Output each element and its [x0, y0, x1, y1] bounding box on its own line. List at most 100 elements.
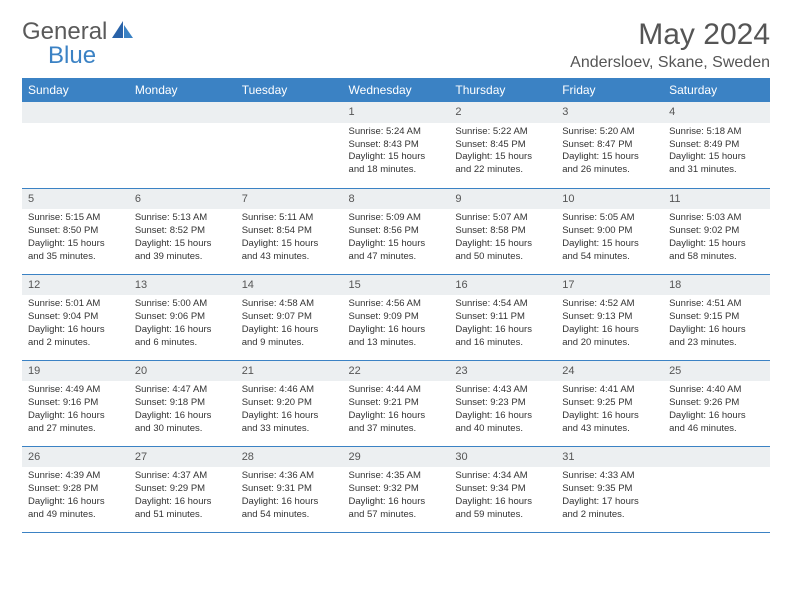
calendar-row: 1Sunrise: 5:24 AMSunset: 8:43 PMDaylight…: [22, 102, 770, 188]
day-number: 19: [22, 361, 129, 382]
sunset-line: Sunset: 9:34 PM: [455, 483, 550, 496]
day-body: Sunrise: 4:58 AMSunset: 9:07 PMDaylight:…: [236, 295, 343, 354]
day-body: Sunrise: 4:56 AMSunset: 9:09 PMDaylight:…: [343, 295, 450, 354]
sunset-line: Sunset: 9:09 PM: [349, 311, 444, 324]
daylight-line: Daylight: 16 hours and 46 minutes.: [669, 410, 764, 436]
sunset-line: Sunset: 8:52 PM: [135, 225, 230, 238]
sunset-line: Sunset: 9:29 PM: [135, 483, 230, 496]
day-number: 11: [663, 189, 770, 210]
daylight-line: Daylight: 16 hours and 13 minutes.: [349, 324, 444, 350]
day-number: 23: [449, 361, 556, 382]
sunrise-line: Sunrise: 4:58 AM: [242, 298, 337, 311]
day-number: 21: [236, 361, 343, 382]
sunrise-line: Sunrise: 5:01 AM: [28, 298, 123, 311]
day-body: Sunrise: 4:54 AMSunset: 9:11 PMDaylight:…: [449, 295, 556, 354]
day-body: Sunrise: 5:09 AMSunset: 8:56 PMDaylight:…: [343, 209, 450, 268]
day-number-empty: [236, 102, 343, 123]
day-number: 31: [556, 447, 663, 468]
day-number: 27: [129, 447, 236, 468]
header-right: May 2024 Andersloev, Skane, Sweden: [570, 18, 770, 72]
day-body: Sunrise: 4:33 AMSunset: 9:35 PMDaylight:…: [556, 467, 663, 526]
day-body: Sunrise: 5:01 AMSunset: 9:04 PMDaylight:…: [22, 295, 129, 354]
day-number: 1: [343, 102, 450, 123]
sunset-line: Sunset: 8:47 PM: [562, 139, 657, 152]
day-body: Sunrise: 4:37 AMSunset: 9:29 PMDaylight:…: [129, 467, 236, 526]
calendar-cell: [129, 102, 236, 188]
day-number: 20: [129, 361, 236, 382]
weekday-header: Monday: [129, 78, 236, 102]
sunset-line: Sunset: 9:04 PM: [28, 311, 123, 324]
day-number: 3: [556, 102, 663, 123]
sunrise-line: Sunrise: 4:43 AM: [455, 384, 550, 397]
sunrise-line: Sunrise: 4:33 AM: [562, 470, 657, 483]
day-number: 24: [556, 361, 663, 382]
sunset-line: Sunset: 9:13 PM: [562, 311, 657, 324]
daylight-line: Daylight: 16 hours and 30 minutes.: [135, 410, 230, 436]
calendar-cell: 6Sunrise: 5:13 AMSunset: 8:52 PMDaylight…: [129, 188, 236, 274]
calendar-table: SundayMondayTuesdayWednesdayThursdayFrid…: [22, 78, 770, 533]
calendar-cell: 25Sunrise: 4:40 AMSunset: 9:26 PMDayligh…: [663, 360, 770, 446]
day-number: 2: [449, 102, 556, 123]
daylight-line: Daylight: 15 hours and 26 minutes.: [562, 151, 657, 177]
day-number: 6: [129, 189, 236, 210]
calendar-cell: 13Sunrise: 5:00 AMSunset: 9:06 PMDayligh…: [129, 274, 236, 360]
day-body: Sunrise: 4:40 AMSunset: 9:26 PMDaylight:…: [663, 381, 770, 440]
calendar-body: 1Sunrise: 5:24 AMSunset: 8:43 PMDaylight…: [22, 102, 770, 532]
sunset-line: Sunset: 8:58 PM: [455, 225, 550, 238]
calendar-cell: 30Sunrise: 4:34 AMSunset: 9:34 PMDayligh…: [449, 446, 556, 532]
daylight-line: Daylight: 15 hours and 58 minutes.: [669, 238, 764, 264]
day-body: Sunrise: 4:41 AMSunset: 9:25 PMDaylight:…: [556, 381, 663, 440]
sunrise-line: Sunrise: 5:05 AM: [562, 212, 657, 225]
daylight-line: Daylight: 15 hours and 35 minutes.: [28, 238, 123, 264]
sunset-line: Sunset: 9:32 PM: [349, 483, 444, 496]
weekday-row: SundayMondayTuesdayWednesdayThursdayFrid…: [22, 78, 770, 102]
daylight-line: Daylight: 15 hours and 54 minutes.: [562, 238, 657, 264]
sunset-line: Sunset: 9:15 PM: [669, 311, 764, 324]
calendar-cell: 28Sunrise: 4:36 AMSunset: 9:31 PMDayligh…: [236, 446, 343, 532]
sunrise-line: Sunrise: 4:54 AM: [455, 298, 550, 311]
logo: General Blue: [22, 18, 134, 70]
month-title: May 2024: [570, 18, 770, 52]
sunset-line: Sunset: 9:26 PM: [669, 397, 764, 410]
sunset-line: Sunset: 9:06 PM: [135, 311, 230, 324]
day-number: 22: [343, 361, 450, 382]
daylight-line: Daylight: 16 hours and 49 minutes.: [28, 496, 123, 522]
sunrise-line: Sunrise: 5:22 AM: [455, 126, 550, 139]
day-body: Sunrise: 5:11 AMSunset: 8:54 PMDaylight:…: [236, 209, 343, 268]
calendar-cell: 12Sunrise: 5:01 AMSunset: 9:04 PMDayligh…: [22, 274, 129, 360]
day-number: 12: [22, 275, 129, 296]
calendar-cell: 4Sunrise: 5:18 AMSunset: 8:49 PMDaylight…: [663, 102, 770, 188]
sunset-line: Sunset: 9:20 PM: [242, 397, 337, 410]
sunset-line: Sunset: 9:28 PM: [28, 483, 123, 496]
calendar-row: 12Sunrise: 5:01 AMSunset: 9:04 PMDayligh…: [22, 274, 770, 360]
sunrise-line: Sunrise: 5:00 AM: [135, 298, 230, 311]
sunset-line: Sunset: 9:35 PM: [562, 483, 657, 496]
day-body: Sunrise: 5:20 AMSunset: 8:47 PMDaylight:…: [556, 123, 663, 182]
day-body: Sunrise: 5:03 AMSunset: 9:02 PMDaylight:…: [663, 209, 770, 268]
calendar-cell: 24Sunrise: 4:41 AMSunset: 9:25 PMDayligh…: [556, 360, 663, 446]
calendar-cell: 2Sunrise: 5:22 AMSunset: 8:45 PMDaylight…: [449, 102, 556, 188]
day-body: Sunrise: 4:39 AMSunset: 9:28 PMDaylight:…: [22, 467, 129, 526]
calendar-row: 26Sunrise: 4:39 AMSunset: 9:28 PMDayligh…: [22, 446, 770, 532]
daylight-line: Daylight: 16 hours and 2 minutes.: [28, 324, 123, 350]
weekday-header: Sunday: [22, 78, 129, 102]
daylight-line: Daylight: 16 hours and 37 minutes.: [349, 410, 444, 436]
day-body: Sunrise: 5:00 AMSunset: 9:06 PMDaylight:…: [129, 295, 236, 354]
sunrise-line: Sunrise: 4:44 AM: [349, 384, 444, 397]
calendar-cell: 10Sunrise: 5:05 AMSunset: 9:00 PMDayligh…: [556, 188, 663, 274]
daylight-line: Daylight: 15 hours and 31 minutes.: [669, 151, 764, 177]
calendar-row: 5Sunrise: 5:15 AMSunset: 8:50 PMDaylight…: [22, 188, 770, 274]
calendar-cell: 23Sunrise: 4:43 AMSunset: 9:23 PMDayligh…: [449, 360, 556, 446]
sunrise-line: Sunrise: 5:03 AM: [669, 212, 764, 225]
daylight-line: Daylight: 16 hours and 54 minutes.: [242, 496, 337, 522]
logo-text-general: General: [22, 18, 107, 45]
day-body: Sunrise: 4:52 AMSunset: 9:13 PMDaylight:…: [556, 295, 663, 354]
sunrise-line: Sunrise: 4:34 AM: [455, 470, 550, 483]
daylight-line: Daylight: 16 hours and 23 minutes.: [669, 324, 764, 350]
weekday-header: Thursday: [449, 78, 556, 102]
calendar-cell: 3Sunrise: 5:20 AMSunset: 8:47 PMDaylight…: [556, 102, 663, 188]
weekday-header: Wednesday: [343, 78, 450, 102]
sunrise-line: Sunrise: 4:51 AM: [669, 298, 764, 311]
location: Andersloev, Skane, Sweden: [570, 54, 770, 72]
day-body: Sunrise: 4:46 AMSunset: 9:20 PMDaylight:…: [236, 381, 343, 440]
